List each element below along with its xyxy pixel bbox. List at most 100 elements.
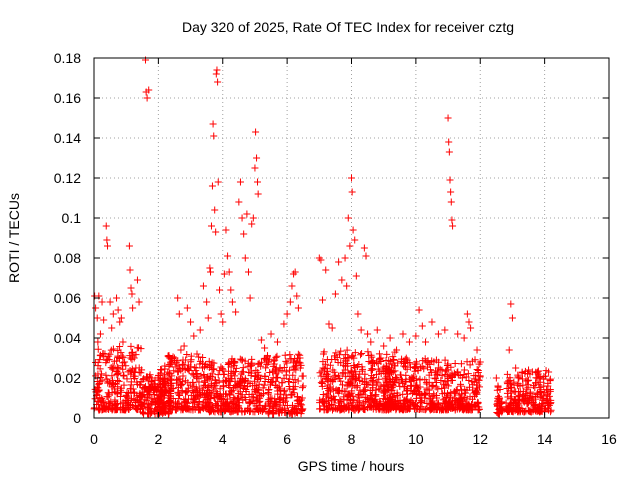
data-point — [144, 385, 152, 393]
data-point — [418, 322, 426, 330]
data-point — [273, 352, 281, 360]
data-point — [492, 374, 500, 382]
data-point — [283, 359, 291, 367]
data-point — [274, 390, 282, 398]
data-point — [103, 393, 111, 401]
data-point — [418, 398, 426, 406]
data-point — [245, 368, 253, 376]
data-point — [447, 188, 455, 196]
data-point — [126, 366, 134, 374]
data-point — [209, 120, 217, 128]
data-point — [160, 380, 168, 388]
data-point — [160, 406, 168, 414]
data-point — [236, 405, 244, 413]
y-tick-label: 0 — [73, 410, 81, 426]
data-point — [546, 387, 554, 395]
data-point — [126, 385, 134, 393]
data-point — [439, 396, 447, 404]
data-point — [369, 358, 377, 366]
data-point — [141, 395, 149, 403]
data-point — [145, 402, 153, 410]
data-point — [238, 356, 246, 364]
data-point — [428, 382, 436, 390]
data-point — [209, 386, 217, 394]
data-point — [96, 351, 104, 359]
data-point — [93, 314, 101, 322]
data-point — [407, 381, 415, 389]
data-point — [116, 342, 124, 350]
data-point — [369, 373, 377, 381]
data-point — [447, 363, 455, 371]
data-point — [525, 366, 533, 374]
data-point — [205, 357, 213, 365]
data-point — [120, 372, 128, 380]
data-point — [518, 369, 526, 377]
data-point — [352, 375, 360, 383]
data-point — [104, 242, 112, 250]
data-point — [109, 379, 117, 387]
data-point — [108, 324, 116, 332]
data-point — [450, 369, 458, 377]
data-point — [326, 385, 334, 393]
data-point — [94, 345, 102, 353]
data-point — [299, 372, 307, 380]
data-point — [286, 351, 294, 359]
data-point — [137, 345, 145, 353]
data-point — [461, 385, 469, 393]
data-point — [156, 396, 164, 404]
data-point — [299, 382, 307, 390]
data-point — [288, 282, 296, 290]
data-point — [191, 399, 199, 407]
data-point — [374, 365, 382, 373]
data-point — [505, 403, 513, 411]
data-point — [262, 364, 270, 372]
data-point — [232, 406, 240, 414]
data-point — [225, 268, 233, 276]
data-point — [297, 396, 305, 404]
data-point — [227, 286, 235, 294]
data-point — [331, 396, 339, 404]
data-point — [518, 393, 526, 401]
data-point — [140, 400, 148, 408]
data-point — [507, 407, 515, 415]
data-point — [119, 354, 127, 362]
data-point — [332, 386, 340, 394]
data-point — [175, 310, 183, 318]
data-point — [268, 395, 276, 403]
data-point — [213, 66, 221, 74]
data-point — [156, 393, 164, 401]
data-point — [390, 356, 398, 364]
data-point — [248, 359, 256, 367]
data-point — [295, 358, 303, 366]
data-point — [472, 387, 480, 395]
data-point — [158, 366, 166, 374]
data-point — [105, 356, 113, 364]
data-point — [316, 405, 324, 413]
data-point — [98, 298, 106, 306]
data-point — [534, 370, 542, 378]
data-point — [289, 363, 297, 371]
data-point — [472, 403, 480, 411]
data-point — [361, 406, 369, 414]
data-point — [470, 392, 478, 400]
data-point — [113, 370, 121, 378]
data-point — [98, 396, 106, 404]
data-point — [444, 114, 452, 122]
data-point — [117, 349, 125, 357]
data-point — [184, 399, 192, 407]
data-point — [193, 375, 201, 383]
data-point — [216, 385, 224, 393]
data-point — [109, 402, 117, 410]
data-point — [129, 304, 137, 312]
data-point — [261, 344, 269, 352]
data-point — [255, 386, 263, 394]
data-point — [512, 364, 520, 372]
data-point — [108, 372, 116, 380]
data-point — [430, 390, 438, 398]
data-point — [259, 384, 267, 392]
data-point — [252, 128, 260, 136]
x-tick-label: 12 — [472, 431, 488, 447]
data-point — [283, 310, 291, 318]
data-point — [460, 393, 468, 401]
data-point — [325, 387, 333, 395]
